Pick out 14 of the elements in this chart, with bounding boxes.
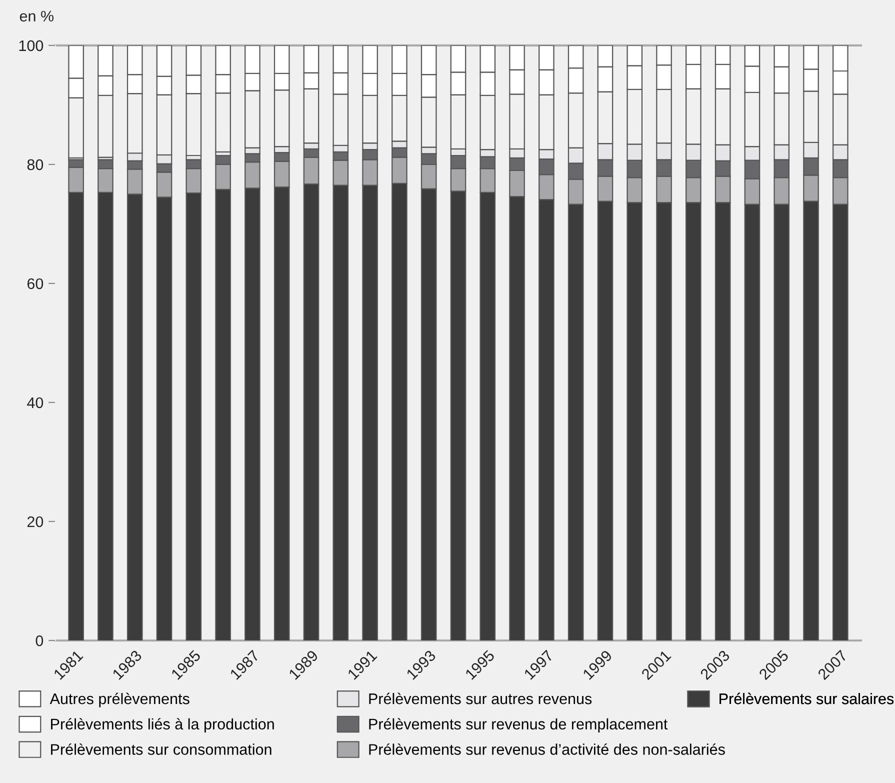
legend-label: Autres prélèvements [50,692,190,708]
y-axis-title: en % [20,10,54,22]
y-tick-label: 40 [27,397,44,408]
y-tick-label: 80 [27,159,44,170]
y-tick-label: 100 [19,40,44,52]
legend-label: Prélèvements liés à la production [51,718,274,733]
y-tick-label: 60 [27,278,44,290]
legend-label: Prélèvements sur autres revenus [369,692,592,704]
legend-label: Prélèvements sur salaires [720,692,894,704]
y-tick-label: 0 [36,635,44,646]
legend-label: Prélèvements sur revenus d’activité des non-salariés [369,743,725,755]
legend-label: Prélèvements sur consommation [51,743,272,755]
y-tick-label: 20 [27,516,44,528]
legend-label: Prélèvements sur revenus de remplacement [369,718,668,733]
